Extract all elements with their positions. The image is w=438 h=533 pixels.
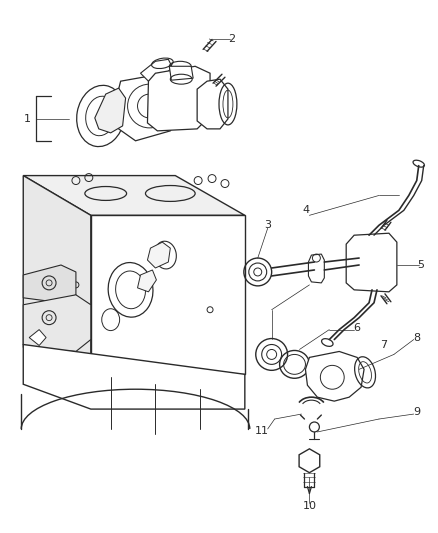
Text: 11: 11	[255, 426, 269, 436]
Text: 6: 6	[353, 322, 360, 333]
Polygon shape	[95, 88, 126, 133]
Polygon shape	[148, 66, 210, 131]
Text: 1: 1	[24, 114, 31, 124]
Polygon shape	[305, 351, 364, 401]
Polygon shape	[141, 59, 172, 81]
Polygon shape	[91, 215, 245, 374]
Polygon shape	[346, 233, 397, 292]
Text: 10: 10	[302, 502, 316, 512]
Text: 4: 4	[303, 205, 310, 215]
Polygon shape	[138, 270, 156, 292]
Polygon shape	[308, 254, 324, 283]
Polygon shape	[23, 265, 76, 303]
Polygon shape	[23, 175, 91, 374]
Polygon shape	[23, 175, 245, 215]
Text: 7: 7	[380, 340, 388, 350]
Polygon shape	[170, 66, 193, 80]
Polygon shape	[23, 344, 245, 409]
Polygon shape	[148, 242, 170, 268]
Polygon shape	[299, 449, 320, 473]
Polygon shape	[197, 79, 228, 129]
Text: 9: 9	[413, 407, 420, 417]
Polygon shape	[114, 73, 185, 141]
Text: 8: 8	[413, 333, 420, 343]
Text: 2: 2	[228, 35, 236, 44]
Text: 3: 3	[264, 220, 271, 230]
Polygon shape	[29, 329, 46, 345]
Polygon shape	[23, 295, 91, 351]
Text: 5: 5	[417, 260, 424, 270]
